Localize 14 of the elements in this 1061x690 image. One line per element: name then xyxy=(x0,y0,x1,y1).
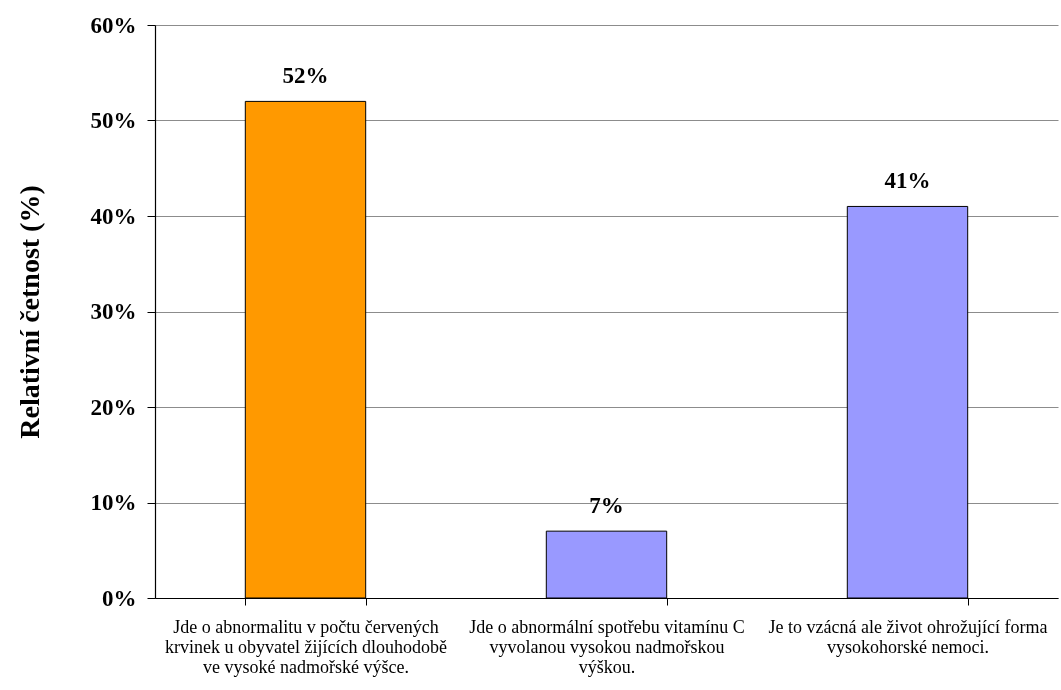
data-label: 52% xyxy=(282,63,329,89)
x-tick-label: Jde o abnormální spotřebu vitamínu C vyvolanou vysokou nadmořskou výškou. xyxy=(469,616,745,677)
y-axis-title: Relativní četnost (%) xyxy=(13,185,45,439)
data-label: 7% xyxy=(589,493,624,519)
y-tick-label: 0% xyxy=(102,585,137,611)
y-tick-label: 40% xyxy=(90,203,137,229)
y-tick-label: 20% xyxy=(90,394,137,420)
y-tick-label: 10% xyxy=(90,490,137,515)
data-label: 41% xyxy=(884,168,931,194)
x-tick-label: Jde o abnormalitu v počtu červených krvinek u obyvatel žijících dlouhodobě ve vysoké nadmořské výšce. xyxy=(165,616,447,677)
y-tick-label: 50% xyxy=(90,108,137,133)
y-tick-label: 30% xyxy=(90,299,137,324)
x-tick-label: Je to vzácná ale život ohrožující forma vysokohorské nemoci. xyxy=(768,616,1048,657)
y-tick-label: 60% xyxy=(90,12,137,38)
